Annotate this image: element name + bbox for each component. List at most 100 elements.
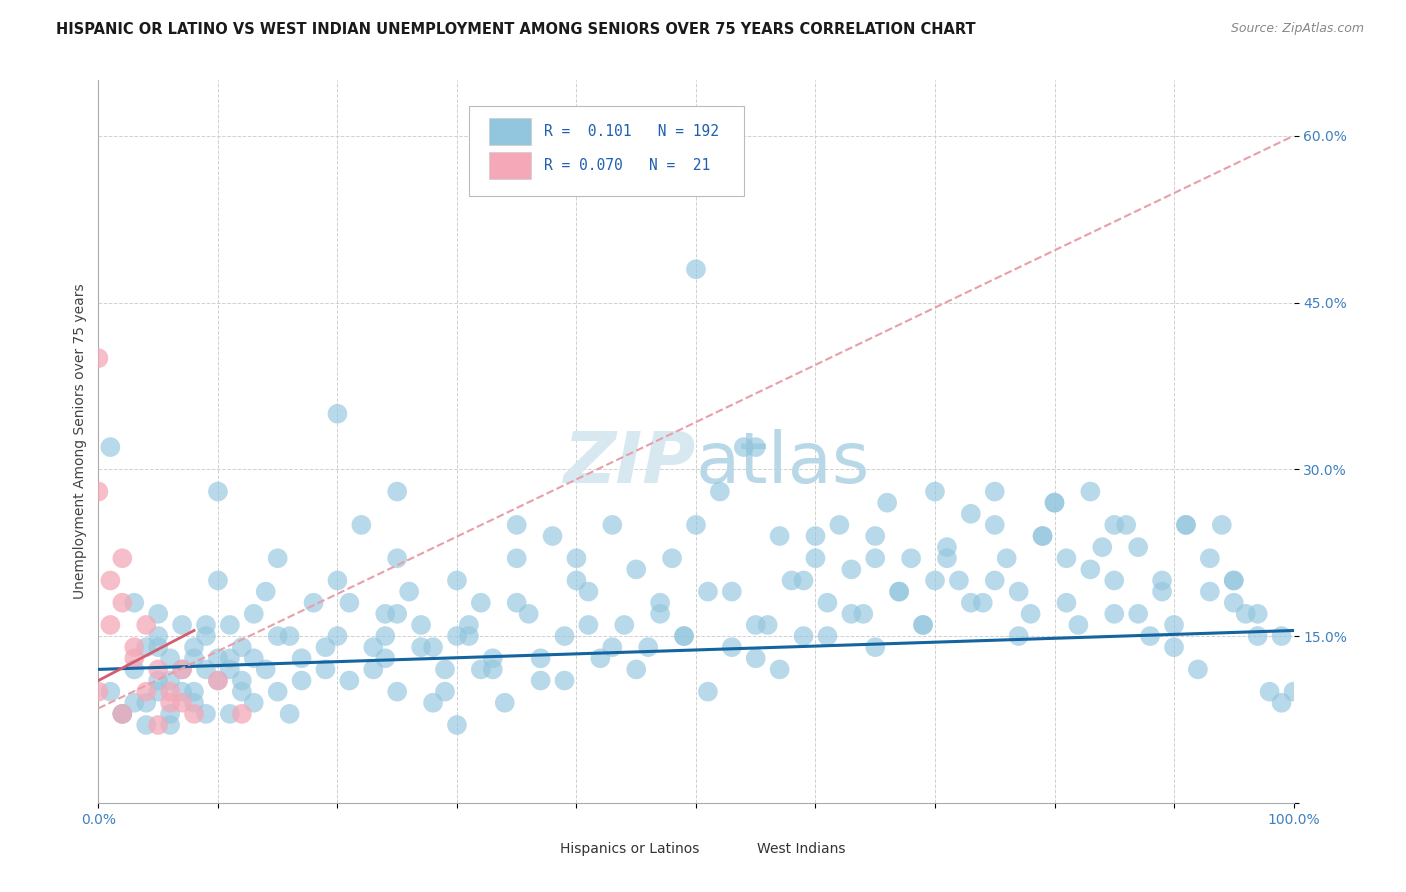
- Point: [231, 640, 253, 655]
- Point: [637, 640, 659, 655]
- Point: [135, 696, 157, 710]
- Point: [385, 551, 409, 566]
- Point: [159, 673, 181, 688]
- Point: [506, 517, 529, 532]
- Point: [1128, 607, 1150, 621]
- Point: [804, 551, 827, 566]
- Point: [602, 640, 624, 655]
- Point: [1104, 517, 1126, 532]
- Point: [339, 673, 361, 688]
- Point: [804, 529, 827, 543]
- Point: [243, 696, 266, 710]
- Point: [124, 651, 146, 665]
- Point: [98, 574, 122, 588]
- Point: [385, 684, 409, 698]
- Point: [565, 551, 588, 566]
- Point: [98, 440, 122, 454]
- Point: [697, 684, 720, 698]
- FancyBboxPatch shape: [529, 841, 555, 857]
- Point: [231, 706, 253, 721]
- Point: [481, 651, 505, 665]
- Point: [995, 551, 1018, 566]
- Point: [374, 651, 396, 665]
- Point: [422, 640, 444, 655]
- Point: [124, 696, 146, 710]
- Point: [219, 706, 242, 721]
- Point: [1056, 551, 1078, 566]
- Point: [219, 618, 242, 632]
- Point: [936, 540, 959, 554]
- Text: Source: ZipAtlas.com: Source: ZipAtlas.com: [1230, 22, 1364, 36]
- Point: [815, 596, 838, 610]
- Point: [446, 718, 468, 732]
- Point: [148, 607, 170, 621]
- Point: [148, 640, 170, 655]
- Point: [756, 618, 779, 632]
- Point: [207, 574, 229, 588]
- Point: [661, 551, 683, 566]
- Point: [363, 640, 385, 655]
- Point: [434, 662, 457, 676]
- Point: [172, 696, 194, 710]
- Point: [350, 517, 373, 532]
- Point: [278, 706, 301, 721]
- Point: [780, 574, 803, 588]
- Point: [124, 596, 146, 610]
- Point: [278, 629, 301, 643]
- Point: [852, 607, 875, 621]
- Point: [159, 718, 181, 732]
- Point: [195, 629, 218, 643]
- Point: [148, 673, 170, 688]
- Point: [1056, 596, 1078, 610]
- Point: [207, 484, 229, 499]
- Point: [87, 484, 110, 499]
- Point: [159, 706, 181, 721]
- Point: [984, 517, 1007, 532]
- Point: [626, 562, 648, 576]
- Point: [530, 651, 553, 665]
- Point: [721, 640, 744, 655]
- Point: [195, 618, 218, 632]
- Point: [172, 662, 194, 676]
- Point: [1032, 529, 1054, 543]
- Point: [135, 718, 157, 732]
- Point: [889, 584, 911, 599]
- Point: [1128, 540, 1150, 554]
- Point: [135, 618, 157, 632]
- Point: [578, 584, 600, 599]
- Point: [1223, 574, 1246, 588]
- Point: [1043, 496, 1066, 510]
- Point: [207, 651, 229, 665]
- Point: [530, 673, 553, 688]
- Point: [1175, 517, 1198, 532]
- Point: [745, 618, 768, 632]
- Point: [172, 684, 194, 698]
- Point: [1187, 662, 1209, 676]
- Point: [589, 651, 612, 665]
- Point: [385, 484, 409, 499]
- Point: [98, 618, 122, 632]
- Point: [602, 517, 624, 532]
- Point: [924, 484, 946, 499]
- Point: [243, 651, 266, 665]
- Point: [1043, 496, 1066, 510]
- Point: [326, 629, 349, 643]
- Point: [267, 629, 290, 643]
- Point: [1199, 584, 1222, 599]
- Point: [470, 662, 492, 676]
- Point: [315, 640, 337, 655]
- Point: [339, 596, 361, 610]
- Point: [254, 662, 277, 676]
- Point: [1234, 607, 1257, 621]
- Point: [889, 584, 911, 599]
- Point: [434, 684, 457, 698]
- Point: [172, 662, 194, 676]
- Point: [207, 673, 229, 688]
- Point: [1223, 574, 1246, 588]
- Point: [148, 718, 170, 732]
- Point: [1080, 484, 1102, 499]
- Text: Hispanics or Latinos: Hispanics or Latinos: [560, 842, 699, 856]
- Point: [936, 551, 959, 566]
- Point: [183, 696, 205, 710]
- Point: [768, 662, 790, 676]
